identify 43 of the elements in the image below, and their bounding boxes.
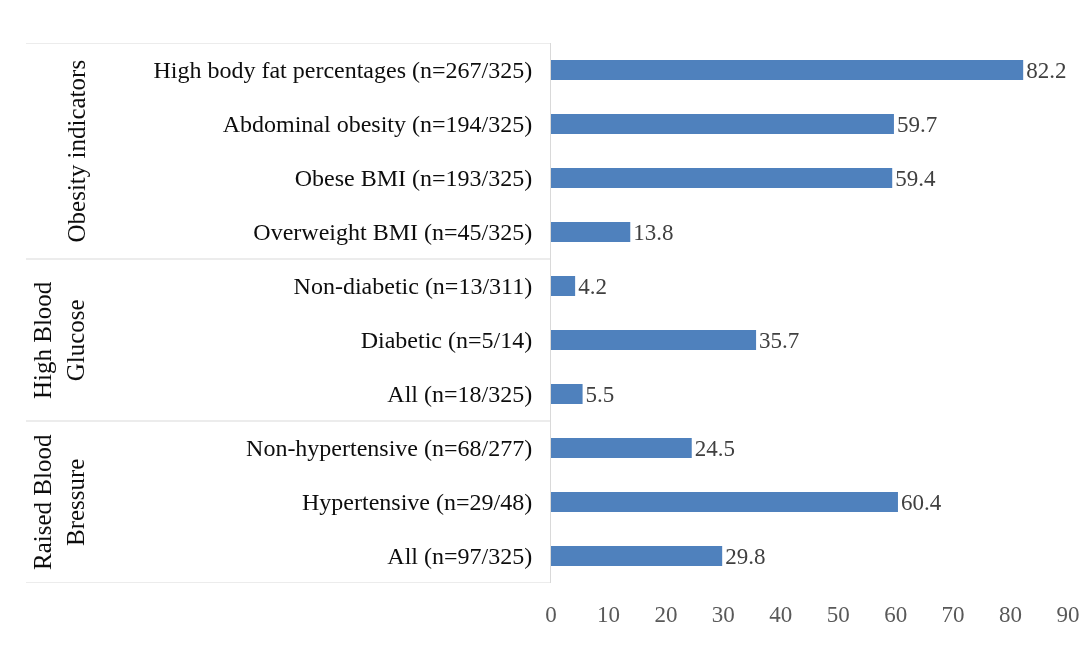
text: High Blood Glucose (29, 281, 89, 399)
y-tick-label: All (n=97/325) (387, 543, 533, 570)
text: Raised Blood Bressure (29, 434, 89, 570)
bar (551, 168, 893, 188)
bar (551, 330, 757, 350)
data-label: 59.4 (895, 165, 936, 191)
bar (551, 60, 1024, 80)
data-label: 59.7 (896, 111, 938, 137)
x-tick-label: 10 (596, 602, 620, 627)
x-tick-label: 30 (711, 602, 735, 627)
data-label: 82.2 (1026, 57, 1067, 83)
x-tick-label: 60 (884, 602, 908, 627)
bar (551, 384, 583, 404)
x-tick-label: 50 (826, 602, 850, 627)
y-tick-label: Abdominal obesity (n=194/325) (222, 111, 533, 138)
bar (551, 438, 692, 458)
x-tick-label: 80 (999, 602, 1023, 627)
data-label: 60.4 (900, 489, 942, 515)
bar (551, 276, 576, 296)
text: Obesity indicators (62, 59, 90, 243)
y-tick-label: Non-hypertensive (n=68/277) (246, 435, 533, 462)
data-label: 24.5 (694, 435, 735, 461)
x-tick-label: 40 (769, 602, 793, 627)
data-label: 13.8 (633, 219, 674, 245)
bar (551, 546, 723, 566)
bar (551, 492, 898, 512)
x-tick-label: 70 (941, 602, 965, 627)
y-tick-label: Overweight BMI (n=45/325) (253, 219, 533, 246)
y-tick-label: Obese BMI (n=193/325) (294, 165, 533, 192)
x-tick-label: 20 (654, 602, 678, 627)
data-label: 35.7 (759, 327, 800, 353)
data-label: 5.5 (585, 381, 615, 407)
bar (551, 222, 631, 242)
y-tick-label: All (n=18/325) (387, 381, 533, 408)
data-label: 4.2 (578, 273, 607, 299)
x-tick-label: 90 (1056, 602, 1080, 627)
bar (551, 114, 894, 134)
data-label: 29.8 (725, 543, 766, 569)
y-tick-label: Diabetic (n=5/14) (360, 327, 533, 354)
y-tick-label: Non-diabetic (n=13/311) (293, 273, 533, 300)
x-tick-label: 0 (545, 602, 557, 627)
y-tick-label: Hypertensive (n=29/48) (302, 489, 533, 516)
y-tick-label: High body fat percentages (n=267/325) (153, 57, 533, 84)
